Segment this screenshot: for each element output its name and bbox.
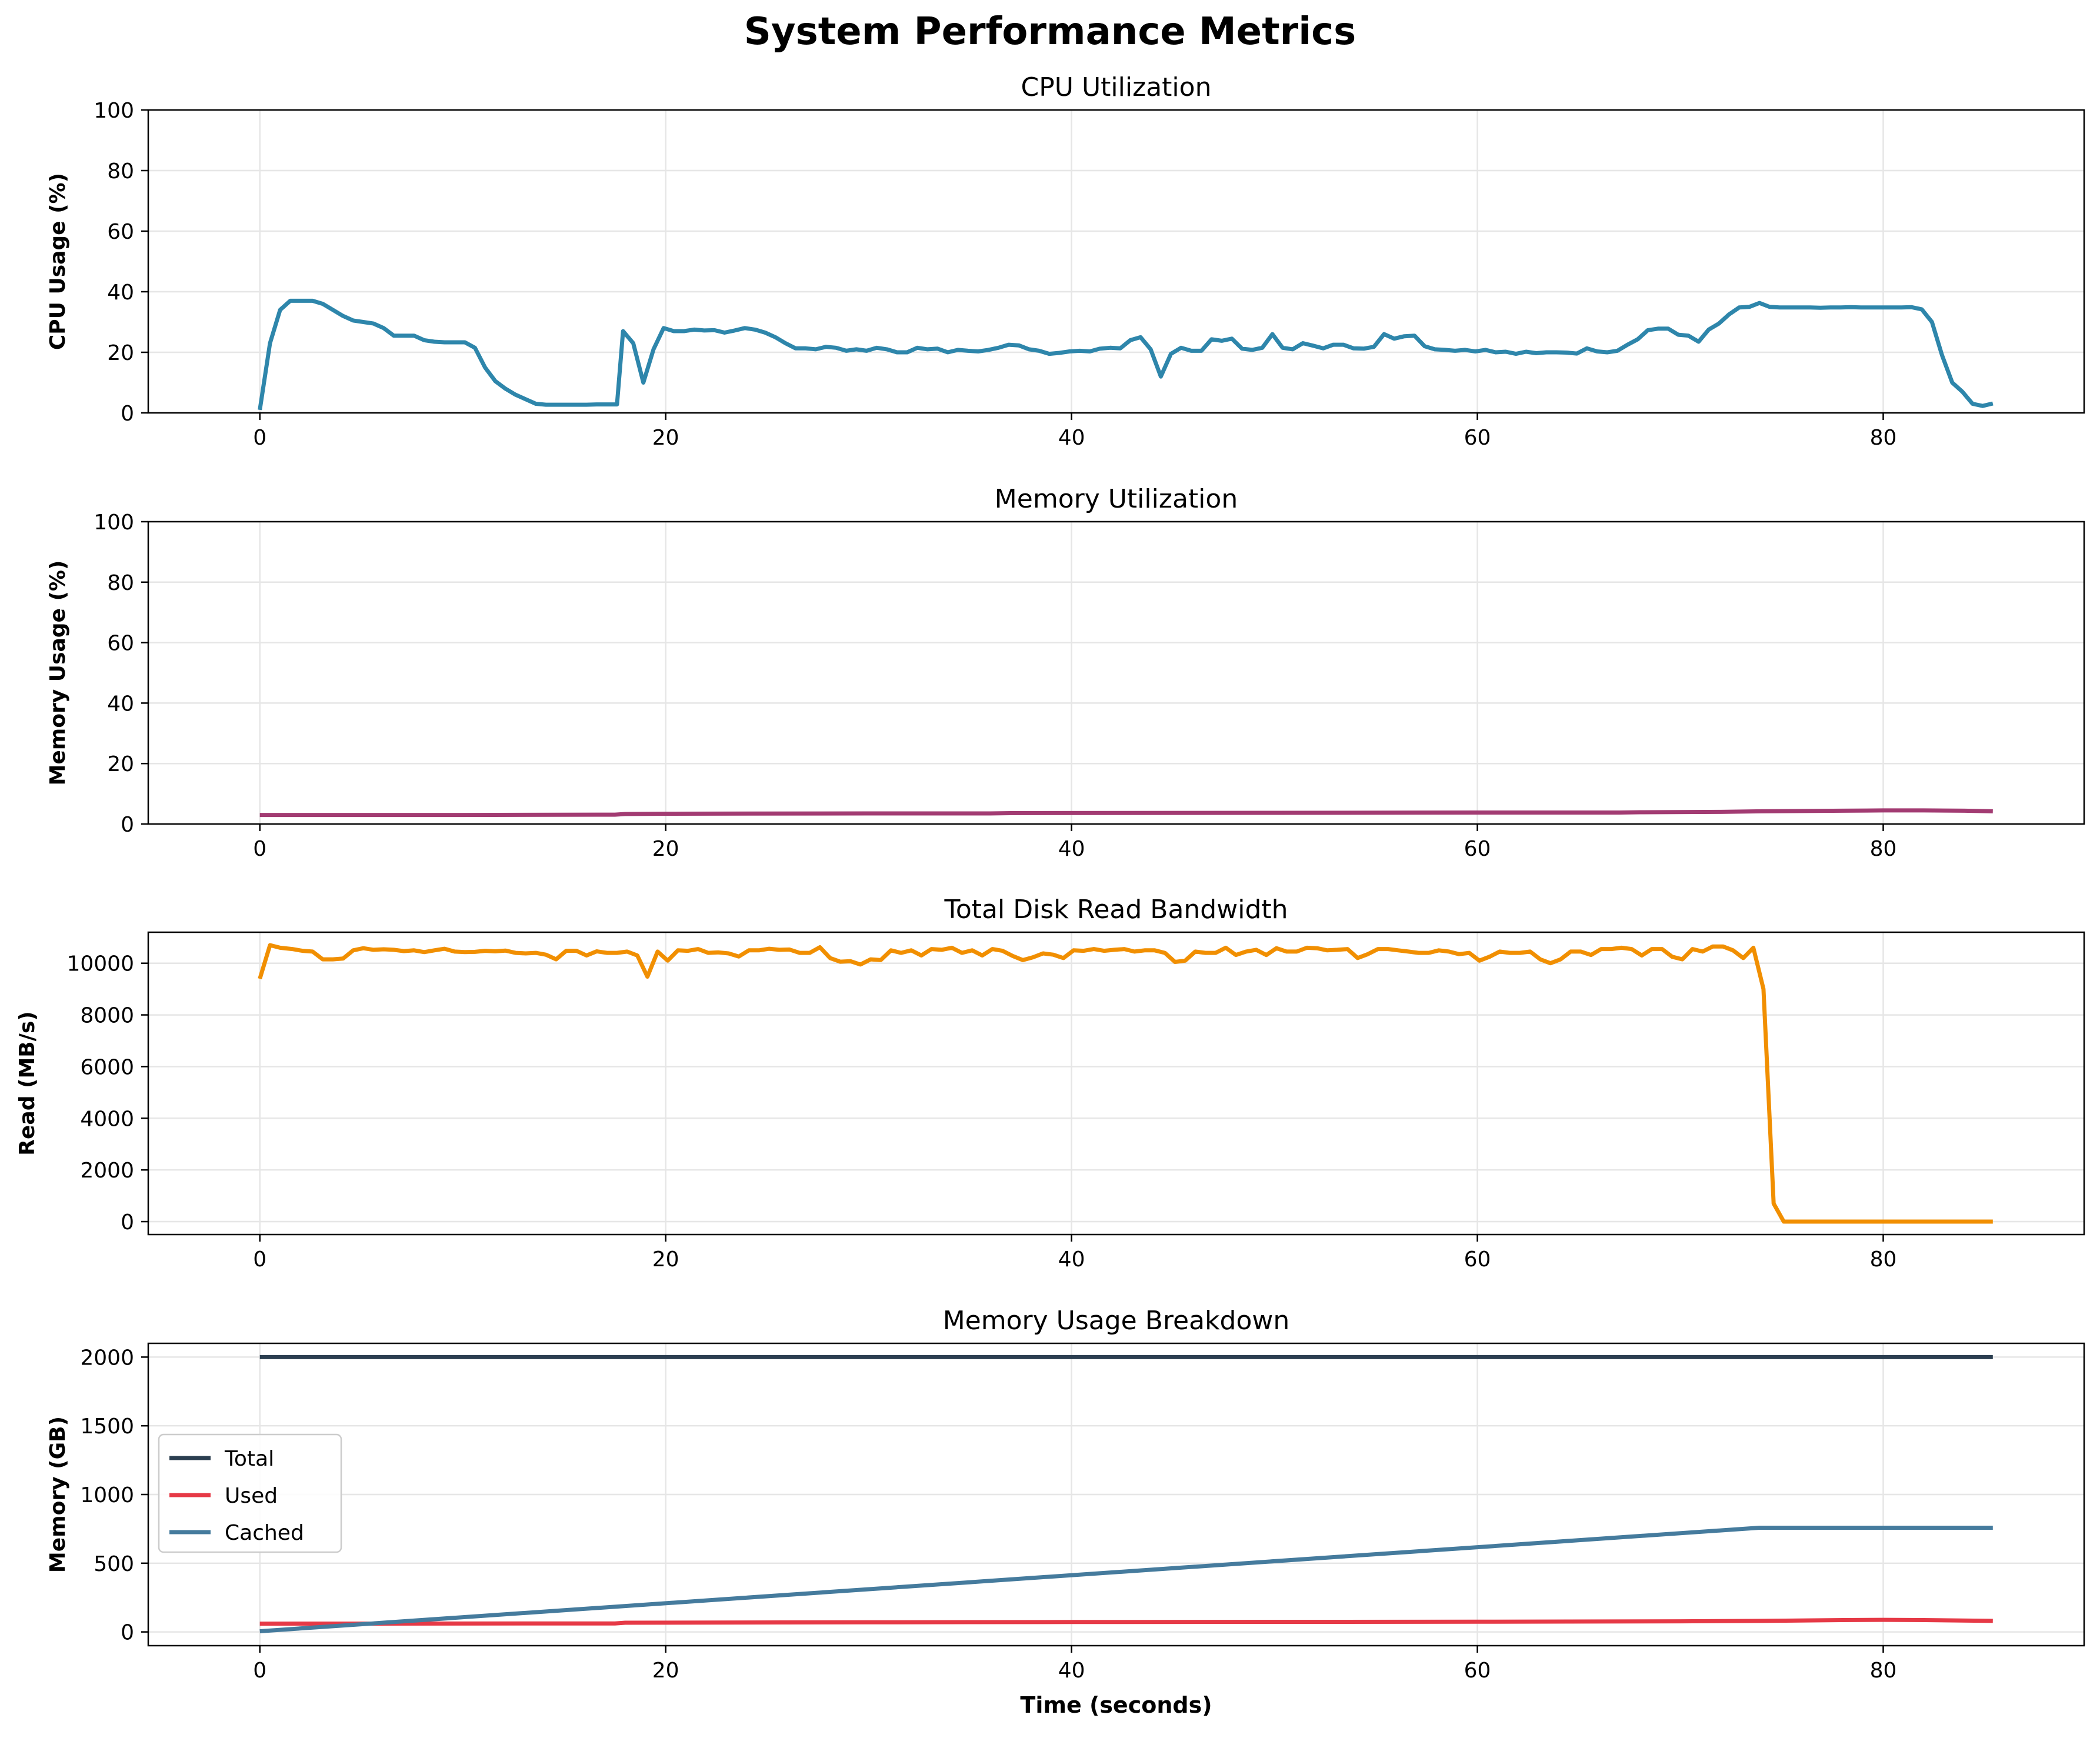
x-tick-label: 40 xyxy=(1058,1659,1085,1683)
y-tick-label: 20 xyxy=(107,341,134,365)
x-tick-label: 20 xyxy=(652,837,679,861)
y-axis-label: Memory (GB) xyxy=(46,1416,70,1573)
y-tick-label: 6000 xyxy=(80,1055,134,1079)
series-line-cpu xyxy=(258,298,1994,411)
y-tick-label: 20 xyxy=(107,752,134,776)
x-tick-label: 0 xyxy=(253,837,266,861)
x-tick-label: 80 xyxy=(1870,1659,1897,1683)
x-tick-label: 80 xyxy=(1870,837,1897,861)
y-tick-label: 1500 xyxy=(80,1415,134,1439)
chart-panel-2: 0 20 40 60 80 0 20 40 60 80 100 Memory Utilization M… xyxy=(46,484,2085,861)
y-tick-label: 0 xyxy=(121,813,134,837)
y-tick-label: 80 xyxy=(107,159,134,184)
y-tick-label: 80 xyxy=(107,571,134,595)
x-tick-label: 40 xyxy=(1058,1247,1085,1272)
y-tick-label: 1000 xyxy=(80,1483,134,1507)
chart-panel-4: 0 20 40 60 80 0 500 1000 1500 2000 Memory Usage Br… xyxy=(46,1306,2085,1718)
y-tick-label: 60 xyxy=(107,220,134,244)
chart-title: Memory Usage Breakdown xyxy=(943,1306,1290,1336)
figure-suptitle: System Performance Metrics xyxy=(744,10,1356,54)
chart-title: Total Disk Read Bandwidth xyxy=(944,895,1288,925)
y-tick-label: 0 xyxy=(121,1621,134,1645)
x-tick-label: 20 xyxy=(652,1659,679,1683)
chart-panel-1: 0 20 40 60 80 0 20 40 60 80 100 CPU Utilization CPU … xyxy=(46,72,2085,450)
x-tick-label: 20 xyxy=(652,1247,679,1272)
x-tick-label: 60 xyxy=(1464,1247,1491,1272)
y-axis-label: Memory Usage (%) xyxy=(46,561,70,786)
x-tick-label: 80 xyxy=(1870,1247,1897,1272)
y-tick-label: 500 xyxy=(94,1552,134,1576)
x-tick-label: 60 xyxy=(1464,1659,1491,1683)
y-axis-label: Read (MB/s) xyxy=(15,1011,39,1155)
chart-panels: 0 20 40 60 80 0 20 40 60 80 100 CPU Utilization CPU … xyxy=(15,72,2085,1718)
y-tick-label: 60 xyxy=(107,632,134,656)
y-tick-label: 0 xyxy=(121,1210,134,1235)
y-tick-label: 10000 xyxy=(66,952,134,976)
x-tick-label: 80 xyxy=(1870,426,1897,450)
axes-frame xyxy=(147,109,2085,414)
x-tick-label: 40 xyxy=(1058,426,1085,450)
y-axis-label: CPU Usage (%) xyxy=(46,173,70,350)
legend-label-total: Total xyxy=(224,1447,274,1471)
legend-label-cached: Cached xyxy=(225,1521,304,1545)
x-tick-label: 0 xyxy=(253,426,266,450)
x-tick-label: 60 xyxy=(1464,837,1491,861)
x-tick-label: 40 xyxy=(1058,837,1085,861)
series-line-cached xyxy=(259,1526,1993,1633)
legend: Total Used Cached xyxy=(158,1433,342,1553)
y-tick-label: 0 xyxy=(121,402,134,426)
y-tick-label: 40 xyxy=(107,281,134,305)
series-line-memory xyxy=(259,808,1993,818)
x-tick-label: 20 xyxy=(652,426,679,450)
y-tick-label: 100 xyxy=(94,511,134,535)
axes-frame xyxy=(147,521,2085,825)
series-line-used xyxy=(259,1617,1993,1626)
legend-label-used: Used xyxy=(225,1484,278,1508)
x-tick-label: 60 xyxy=(1464,426,1491,450)
chart-panel-3: 0 20 40 60 80 0 2000 4000 6000 8000 10000 Total Dis… xyxy=(15,895,2085,1272)
axes-frame xyxy=(147,931,2085,1236)
y-tick-label: 2000 xyxy=(80,1159,134,1183)
y-tick-label: 4000 xyxy=(80,1107,134,1131)
y-tick-label: 2000 xyxy=(80,1346,134,1370)
series-line-disk-read xyxy=(258,943,1993,1224)
chart-title: Memory Utilization xyxy=(995,484,1238,514)
y-tick-label: 8000 xyxy=(80,1004,134,1028)
chart-title: CPU Utilization xyxy=(1021,72,1212,102)
x-tick-label: 0 xyxy=(253,1659,266,1683)
x-axis-label: Time (seconds) xyxy=(1020,1692,1212,1718)
legend-box xyxy=(158,1433,342,1553)
x-tick-label: 0 xyxy=(253,1247,266,1272)
y-tick-label: 40 xyxy=(107,692,134,716)
y-tick-label: 100 xyxy=(94,99,134,123)
